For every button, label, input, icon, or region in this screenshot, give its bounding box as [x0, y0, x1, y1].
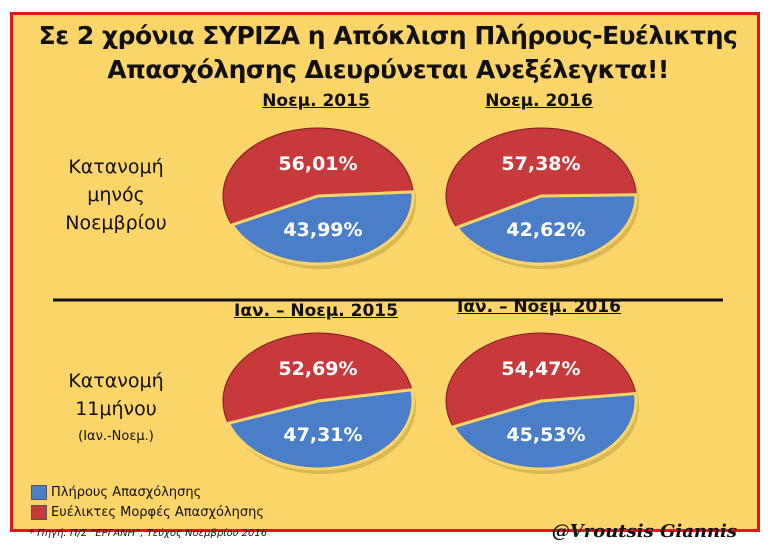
row-label-line: Κατανομή [68, 370, 164, 392]
row-label-line: Νοεμβρίου [65, 212, 167, 234]
signature: @Vroutsis Giannis [551, 521, 737, 542]
pie-label-flexible: 52,69% [278, 358, 357, 380]
pie-title-2: Νοεμ. 2016 [485, 91, 593, 111]
legend-label: Ευέλικτες Μορφές Απασχόλησης [51, 505, 264, 520]
pie-slice-flexible [222, 127, 414, 226]
pie-label-full: 45,53% [506, 424, 585, 446]
row-label-monthly: Κατανομή μηνός Νοεμβρίου [41, 153, 191, 237]
pie-slice-flexible [445, 332, 637, 428]
pie-slice-full [226, 388, 415, 471]
row-label-line: (Ιαν.-Νοεμ.) [78, 429, 154, 444]
legend-label: Πλήρους Απασχόλησης [51, 485, 202, 500]
pie-slice-flexible [445, 127, 637, 229]
pie-label-flexible: 57,38% [501, 153, 580, 175]
legend-swatch-blue [31, 485, 47, 500]
pie-label-flexible: 56,01% [278, 153, 357, 175]
title-line-1: Σε 2 χρόνια ΣΥΡΙΖΑ η Απόκλιση Πλήρους-Ευ… [38, 21, 738, 50]
legend-item-full: Πλήρους Απασχόλησης [31, 485, 201, 500]
pie-slice-flexible [222, 332, 413, 424]
pie-label-full: 43,99% [283, 219, 362, 241]
row-label-line: μηνός [87, 184, 145, 206]
row-label-line: 11μήνου [75, 398, 157, 420]
pie-title-3: Ιαν. – Νοεμ. 2015 [234, 301, 398, 321]
pie-charts: 56,01% 43,99% 57,38% 42,62% 52,69% 47,31% 54,4… [53, 127, 723, 474]
title-line-2: Απασχόλησης Διευρύνεται Ανεξέλεγκτα!! [107, 55, 669, 84]
legend-item-flexible: Ευέλικτες Μορφές Απασχόλησης [31, 505, 264, 520]
pie-title-4: Ιαν. – Νοεμ. 2016 [457, 297, 621, 317]
row-label-line: Κατανομή [68, 156, 164, 178]
legend-swatch-red [31, 505, 47, 520]
infographic-frame: Σε 2 χρόνια ΣΥΡΙΖΑ η Απόκλιση Πλήρους-Ευ… [10, 12, 760, 542]
pie-slice-full [229, 190, 415, 266]
pie-slice-full [454, 193, 638, 266]
source-note: * Πηγή: Π/Σ “ΕΡΓΑΝΗ”, Τεύχος Νοεμβρίου 2… [29, 528, 268, 539]
pie-slice-full [450, 391, 638, 471]
row-label-11month: Κατανομή 11μήνου (Ιαν.-Νοεμ.) [41, 367, 191, 451]
pie-label-flexible: 54,47% [501, 358, 580, 380]
pie-title-1: Νοεμ. 2015 [262, 91, 370, 111]
pie-label-full: 47,31% [283, 424, 362, 446]
pie-label-full: 42,62% [506, 219, 585, 241]
